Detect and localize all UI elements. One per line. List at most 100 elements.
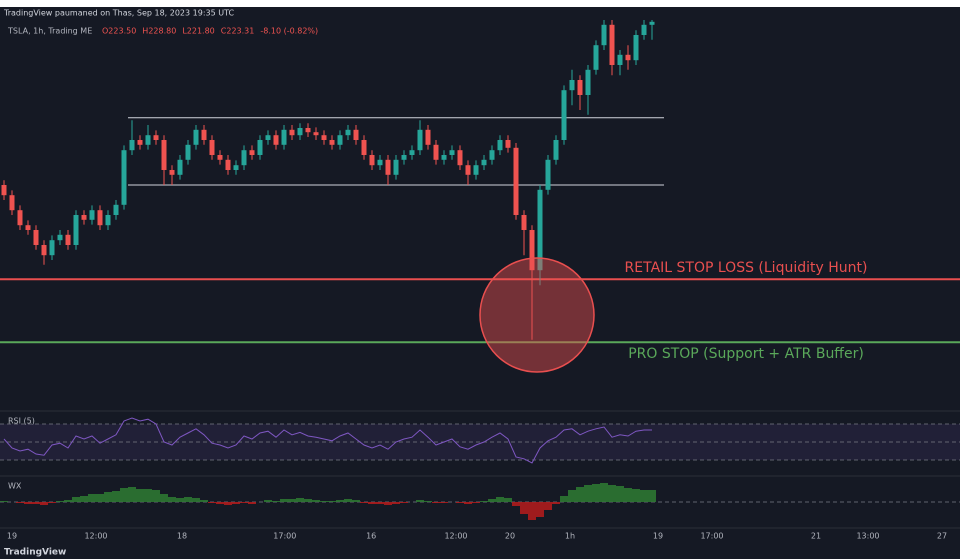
rsi-line [3, 417, 652, 464]
candle-body [537, 189, 543, 271]
candle-body [513, 147, 519, 215]
x-tick-label: 12:00 [444, 532, 467, 541]
wx-bar [88, 494, 96, 502]
wx-bar [496, 497, 504, 502]
candle-body [145, 135, 151, 145]
candle-body [609, 24, 615, 65]
wx-bar [168, 497, 176, 502]
candle-body [89, 210, 95, 220]
wx-bar [104, 492, 112, 502]
candle-body [497, 140, 503, 151]
candle-body [1, 185, 7, 196]
wx-bar [624, 488, 632, 502]
candle-body [521, 215, 527, 230]
candle-body [225, 159, 231, 170]
x-axis: 19 12:00 18 17:00 16 12:00 20 1h 19 17:00 21 13:00 2… [7, 532, 947, 541]
wx-bar [592, 484, 600, 502]
candle-body [545, 159, 551, 190]
wx-bar [352, 500, 360, 502]
x-tick-label: 19 [653, 532, 663, 541]
candle-body [33, 230, 39, 245]
wx-bar [40, 502, 48, 505]
candle-body [169, 170, 175, 175]
symbol: TSLA, 1h, Trading ME [7, 27, 92, 36]
wx-bar [392, 502, 400, 504]
candle-body [441, 155, 447, 160]
wx-bar [376, 502, 384, 504]
candle-body [585, 69, 591, 95]
header-title: TradingView paumaned on Thas, Sep 18, 20… [3, 9, 235, 18]
wx-bar [440, 502, 448, 503]
candle-body [593, 45, 599, 70]
wx-bar [160, 494, 168, 502]
candle-body [297, 128, 303, 136]
pane-title: WX [8, 482, 22, 491]
x-tick-label: 16 [366, 532, 376, 541]
ohlc-value: H228.80 [142, 27, 176, 36]
wx-bar [328, 501, 336, 502]
x-tick-label: 13:00 [856, 532, 879, 541]
candle-body [241, 150, 247, 166]
wx-bar [72, 497, 80, 502]
candle-body [273, 135, 279, 145]
wx-bar [208, 502, 216, 503]
wx-bar [304, 499, 312, 502]
x-tick-label: 12:00 [84, 532, 107, 541]
wx-bar [528, 502, 536, 520]
candle-body [353, 129, 359, 140]
candle-body [433, 144, 439, 160]
wx-bar [128, 487, 136, 502]
wx-bar [80, 496, 88, 502]
wx-bar [480, 501, 488, 502]
x-tick-label: 20 [505, 532, 515, 541]
candle-body [193, 129, 199, 145]
wx-bar [384, 502, 392, 505]
wx-bar [240, 502, 248, 503]
ohlc-value: L221.80 [182, 27, 214, 36]
wx-bar [312, 500, 320, 502]
level-label: RETAIL STOP LOSS (Liquidity Hunt) [625, 260, 868, 276]
pane-title: RSI (5) [8, 417, 35, 426]
wx-bar [400, 502, 408, 503]
wx-bar [472, 502, 480, 503]
wx-bar [32, 502, 40, 504]
wx-bar [232, 502, 240, 504]
candle-body [553, 140, 559, 160]
x-tick-label: 1h [565, 532, 575, 541]
wx-bar [616, 486, 624, 502]
wx-bar [360, 502, 368, 503]
wx-bar [520, 502, 528, 514]
candle-body [121, 150, 127, 205]
wx-bar [144, 489, 152, 502]
candle-body [409, 150, 415, 155]
candle-body [249, 150, 255, 155]
candle-body [97, 210, 103, 226]
candle-body [473, 165, 479, 175]
highlight-circle [479, 257, 595, 373]
candle-body [217, 155, 223, 160]
candle-body [377, 159, 383, 166]
wx-bar [632, 489, 640, 502]
wx-bar [96, 494, 104, 502]
x-tick-label: 21 [811, 532, 821, 541]
wx-bar [48, 502, 56, 503]
wx-bar [224, 502, 232, 505]
wx-bar [200, 500, 208, 502]
wx-bar [176, 498, 184, 502]
candle-body [281, 129, 287, 145]
wx-bar [552, 502, 560, 504]
wx-bar [560, 496, 568, 502]
candle-body [361, 140, 367, 155]
rsi-pane: RSI (5) [0, 417, 960, 464]
wx-bar [648, 490, 656, 502]
wx-bar [456, 502, 464, 503]
candle-body [305, 128, 311, 133]
wx-bar [584, 485, 592, 502]
candle-body [401, 155, 407, 160]
candle-body [393, 159, 399, 175]
wx-bar [544, 502, 552, 510]
wx-bar [296, 498, 304, 502]
wx-bar [216, 502, 224, 504]
candle-body [617, 54, 623, 65]
wx-bar [536, 502, 544, 517]
